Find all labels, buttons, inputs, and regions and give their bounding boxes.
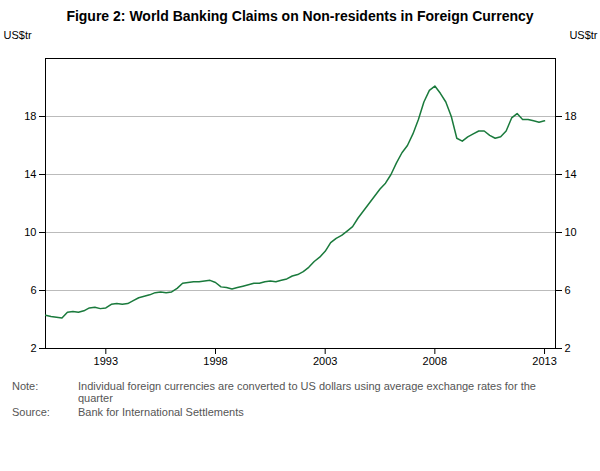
html-text:Bank for International Settlem: Bank for International Settlements bbox=[78, 406, 244, 418]
svg-text:18: 18 bbox=[565, 110, 577, 122]
svg-text:6: 6 bbox=[565, 284, 571, 296]
svg-text:1993: 1993 bbox=[94, 355, 118, 367]
svg-text:6: 6 bbox=[30, 284, 36, 296]
svg-text:US$tr: US$tr bbox=[569, 29, 597, 41]
svg-text:1998: 1998 bbox=[203, 355, 227, 367]
svg-text:US$tr: US$tr bbox=[4, 29, 32, 41]
html-text:Note:: Note: bbox=[12, 380, 39, 392]
html-text:Figure 2: World Banking Claims: Figure 2: World Banking Claims on Non-re… bbox=[66, 8, 534, 24]
svg-text:14: 14 bbox=[24, 168, 36, 180]
svg-text:2: 2 bbox=[30, 342, 36, 354]
svg-text:18: 18 bbox=[24, 110, 36, 122]
svg-text:2: 2 bbox=[565, 342, 571, 354]
html-text:Source:: Source: bbox=[12, 406, 50, 418]
svg-text:2013: 2013 bbox=[532, 355, 556, 367]
svg-text:2008: 2008 bbox=[423, 355, 447, 367]
svg-text:14: 14 bbox=[565, 168, 577, 180]
html-text:Individual foreign currencies: Individual foreign currencies are conver… bbox=[78, 380, 536, 404]
svg-text:2003: 2003 bbox=[313, 355, 337, 367]
svg-text:10: 10 bbox=[24, 226, 36, 238]
svg-text:10: 10 bbox=[565, 226, 577, 238]
